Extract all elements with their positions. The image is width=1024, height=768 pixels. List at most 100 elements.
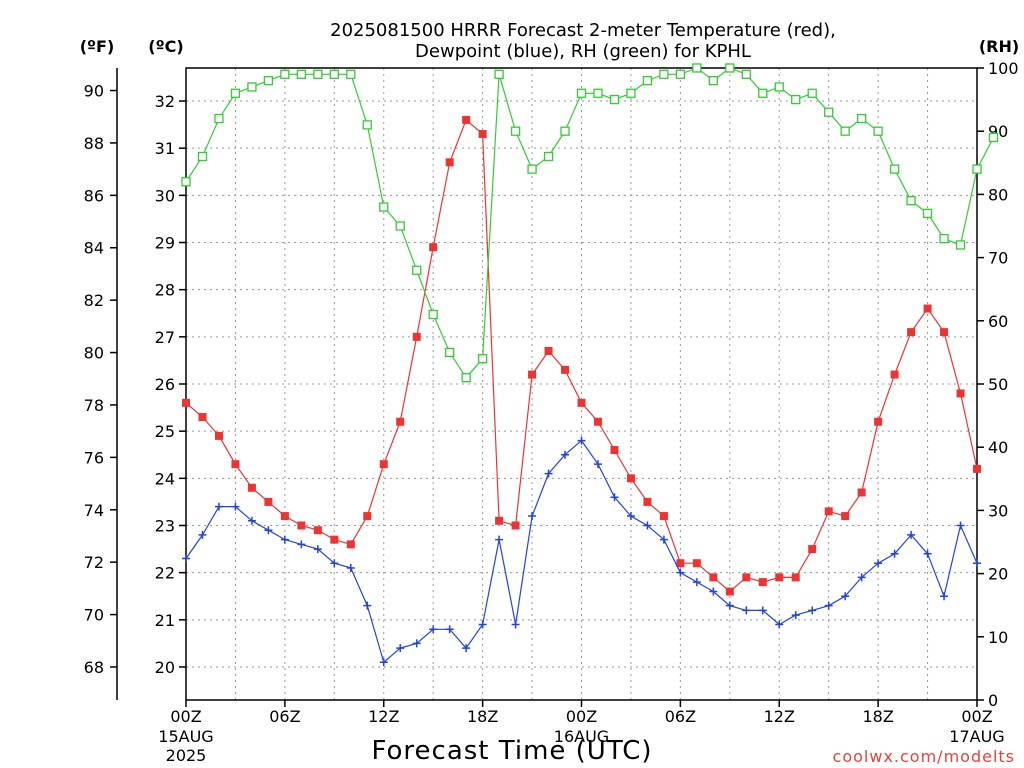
axes: 68 70 72 74 76 78 80 82 84 86 88 90 20 21 22 23 24 25 26 27… (84, 59, 1019, 765)
celsius-tick-label: 22 (155, 564, 175, 583)
dewpoint-point (280, 535, 289, 544)
temperature-point (956, 389, 965, 398)
rh-point (642, 75, 653, 86)
temperature-point (363, 512, 372, 521)
dewpoint-point (742, 606, 751, 615)
rh-point (609, 94, 620, 105)
rh-point (494, 69, 504, 79)
temperature-point (528, 370, 537, 379)
rh-tick-label: 0 (988, 691, 998, 710)
dewpoint-point (758, 606, 767, 615)
temperature-point (808, 545, 817, 554)
dewpoint-point (692, 578, 701, 587)
dewpoint-point (396, 644, 405, 653)
dewpoint-point (643, 521, 652, 530)
rh-point (708, 75, 718, 86)
dewpoint-point (478, 620, 487, 629)
dewpoint-point (412, 639, 421, 648)
fahrenheit-tick-label: 68 (84, 658, 104, 677)
rh-point (856, 113, 867, 124)
temperature-point (709, 573, 718, 582)
chart-title-line-1: 2025081500 HRRR Forecast 2-meter Tempera… (330, 20, 836, 41)
temperature-point (478, 130, 487, 139)
dewpoint-point (824, 601, 833, 610)
temperature-point (379, 460, 388, 469)
rh-point (461, 373, 471, 383)
temperature-point (346, 540, 355, 549)
temperature-point (923, 304, 932, 313)
temperature-point (214, 431, 223, 440)
series-layer (181, 63, 999, 667)
dewpoint-point (429, 625, 438, 634)
dewpoint-point (445, 625, 454, 634)
celsius-tick-label: 27 (155, 328, 175, 347)
temperature-point (280, 512, 289, 521)
rh-point (230, 88, 241, 98)
temperature-point (544, 346, 553, 355)
temperature-point (692, 559, 701, 568)
fahrenheit-tick-label: 86 (84, 186, 104, 205)
rh-point (247, 82, 257, 92)
temperature-point (247, 483, 256, 492)
rh-tick-label: 70 (988, 249, 1008, 268)
rh-axis-unit: (RH) (979, 37, 1019, 56)
rh-tick-label: 50 (988, 375, 1008, 394)
rh-point (593, 88, 603, 98)
rh-point (873, 126, 883, 136)
rh-point (197, 151, 208, 162)
temperature-point (824, 507, 833, 516)
fahrenheit-tick-label: 80 (84, 344, 104, 363)
rh-point (510, 126, 521, 136)
temperature-point (297, 521, 306, 530)
fahrenheit-tick-label: 84 (84, 239, 104, 258)
x-tick-date: 17AUG (949, 727, 1004, 746)
rh-point (362, 120, 372, 130)
x-tick-date: 15AUG (158, 727, 213, 746)
rh-point (477, 354, 488, 364)
dewpoint-point (313, 545, 322, 554)
temperature-point (907, 328, 916, 337)
temperature-point (626, 474, 635, 483)
fahrenheit-tick-label: 82 (84, 291, 104, 310)
x-tick-label: 00Z (566, 707, 597, 726)
temperature-point (659, 512, 668, 521)
rh-point (280, 69, 290, 79)
celsius-axis-unit: (ºC) (148, 37, 183, 56)
rh-point (889, 164, 900, 174)
rh-tick-label: 40 (988, 438, 1008, 457)
rh-point (807, 88, 817, 98)
temperature-point (791, 573, 800, 582)
fahrenheit-tick-label: 74 (84, 501, 104, 520)
dewpoint-point (890, 549, 899, 558)
temperature-point (725, 587, 734, 596)
rh-point (922, 208, 933, 219)
dewpoint-point (264, 526, 273, 535)
celsius-tick-label: 25 (155, 422, 175, 441)
rh-point (939, 233, 949, 244)
temperature-point (890, 370, 899, 379)
chart-title-line-2: Dewpoint (blue), RH (green) for KPHL (415, 41, 751, 62)
rh-point (379, 202, 389, 212)
rh-line (185, 67, 995, 379)
rh-point (346, 69, 356, 79)
dewpoint-point (808, 606, 817, 615)
temperature-point (610, 446, 619, 455)
temperature-line (185, 118, 978, 593)
fahrenheit-tick-label: 76 (84, 448, 104, 467)
rh-point (791, 94, 801, 105)
dewpoint-point (956, 521, 965, 530)
temperature-point (264, 497, 273, 506)
rh-point (824, 107, 834, 117)
rh-point (543, 151, 554, 162)
fahrenheit-axis-unit: (ºF) (80, 37, 115, 56)
temperature-point (198, 413, 207, 422)
rh-point (906, 196, 916, 206)
rh-point (181, 177, 191, 187)
rh-point (428, 309, 438, 320)
rh-point (692, 63, 702, 73)
x-tick-label: 18Z (862, 707, 893, 726)
rh-point (412, 265, 422, 275)
temperature-point (313, 526, 322, 535)
credit-text: coolwx.com/modelts (833, 747, 1015, 766)
x-tick-label: 00Z (961, 707, 992, 726)
